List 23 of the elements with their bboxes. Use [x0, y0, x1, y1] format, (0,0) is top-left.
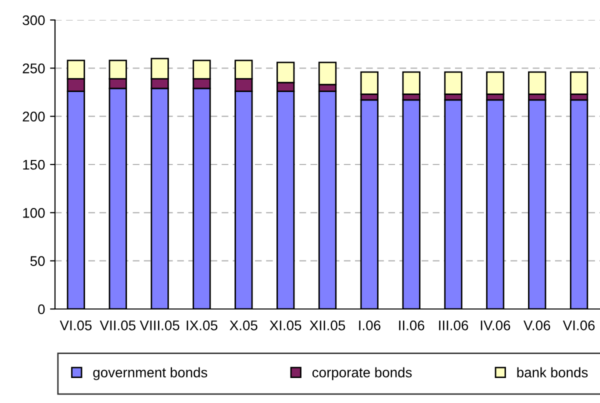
x-tick-label: VII.05 [100, 320, 136, 330]
y-tick-label: 300 [22, 15, 45, 26]
y-tick-label: 50 [30, 256, 45, 266]
x-tick-label: V.06 [524, 320, 550, 330]
x-tick-label: VI.06 [562, 320, 595, 330]
y-tick-label: 100 [23, 208, 45, 218]
legend-label: bank bonds [517, 367, 588, 378]
legend-label: corporate bonds [312, 367, 412, 380]
y-tick-label: 150 [23, 160, 45, 170]
x-tick-label: II.06 [399, 320, 424, 330]
x-tick-label: X.05 [230, 320, 258, 330]
x-tick-label: I.06 [359, 320, 380, 330]
x-tick-label: IV.06 [480, 320, 510, 330]
y-tick-label: 200 [22, 112, 45, 122]
y-tick-label: 250 [22, 64, 45, 74]
x-tick-label: XI.05 [270, 320, 302, 330]
y-tick-label: 0 [38, 304, 45, 314]
x-tick-label: VI.05 [60, 320, 92, 330]
x-tick-label: VIII.05 [140, 320, 180, 330]
legend-label: government bonds [93, 367, 208, 380]
x-tick-label: III.06 [439, 320, 468, 330]
x-tick-label: IX.05 [186, 320, 218, 330]
x-tick-label: XII.05 [310, 320, 346, 330]
